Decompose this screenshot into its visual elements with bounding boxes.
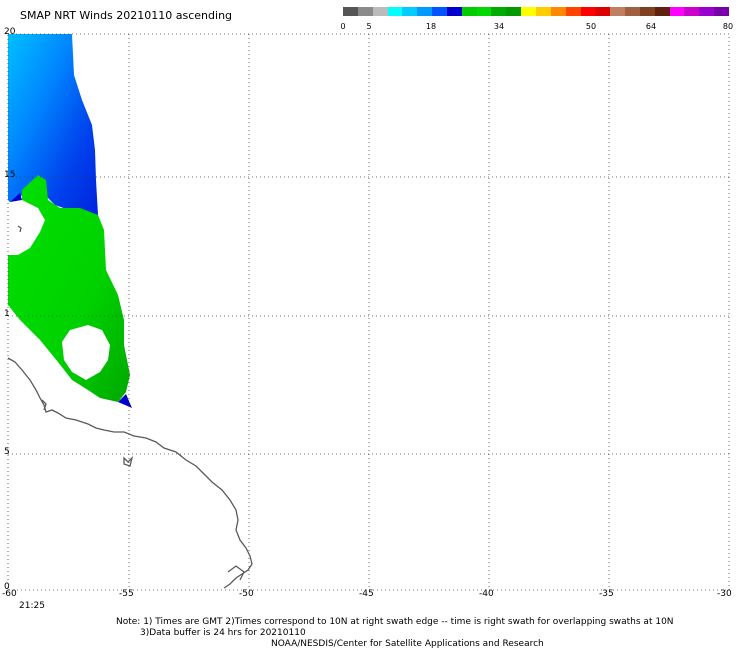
colorbar-segment bbox=[402, 7, 418, 16]
colorbar-segment bbox=[595, 7, 611, 16]
map-title: SMAP NRT Winds 20210110 ascending bbox=[20, 9, 233, 22]
x-tick-neg60: -60 bbox=[2, 589, 17, 599]
colorbar-segment bbox=[714, 7, 729, 16]
coastline bbox=[7, 225, 253, 589]
colorbar-label: 34 bbox=[493, 22, 505, 31]
colorbar-segment bbox=[357, 7, 373, 16]
x-tick-neg35: -35 bbox=[599, 589, 614, 599]
x-tick-neg30: -30 bbox=[717, 589, 732, 599]
colorbar-segment bbox=[699, 7, 715, 16]
colorbar-segment bbox=[521, 7, 536, 16]
y-tick-5: 5 bbox=[4, 447, 10, 457]
colorbar-segment bbox=[387, 7, 403, 16]
wind-swath-green bbox=[8, 175, 130, 402]
colorbar-segment bbox=[461, 7, 477, 16]
colorbar-label: 64 bbox=[645, 22, 657, 31]
colorbar-label: 0 bbox=[340, 22, 346, 31]
y-tick-20: 20 bbox=[4, 27, 16, 37]
colorbar-segment bbox=[610, 7, 626, 16]
no-data-area bbox=[62, 325, 110, 380]
x-tick-neg55: -55 bbox=[119, 589, 134, 599]
colorbar-segment bbox=[654, 7, 670, 16]
colorbar-segment bbox=[669, 7, 685, 16]
note-line-3: NOAA/NESDIS/Center for Satellite Applica… bbox=[271, 639, 544, 649]
colorbar-segment bbox=[639, 7, 655, 16]
colorbar-segment bbox=[343, 7, 358, 16]
wind-speed-colorbar bbox=[343, 7, 729, 16]
colorbar-segment bbox=[550, 7, 566, 16]
note-line-1: Note: 1) Times are GMT 2)Times correspon… bbox=[116, 617, 674, 627]
colorbar-label: 5 bbox=[366, 22, 372, 31]
colorbar-segment bbox=[446, 7, 462, 16]
x-tick-neg45: -45 bbox=[359, 589, 374, 599]
colorbar-label: 18 bbox=[425, 22, 437, 31]
pass-time-label: 21:25 bbox=[19, 601, 45, 611]
colorbar-segment bbox=[432, 7, 447, 16]
colorbar-label: 80 bbox=[722, 22, 734, 31]
x-tick-neg40: -40 bbox=[479, 589, 494, 599]
colorbar-segment bbox=[417, 7, 433, 16]
wind-swath-tip bbox=[118, 394, 132, 408]
colorbar-segment bbox=[372, 7, 388, 16]
y-tick-15: 15 bbox=[4, 170, 16, 180]
colorbar-label: 50 bbox=[585, 22, 597, 31]
colorbar-segment bbox=[476, 7, 492, 16]
colorbar-segment bbox=[506, 7, 522, 16]
colorbar-segment bbox=[684, 7, 700, 16]
wind-swath-blue bbox=[8, 34, 98, 215]
colorbar-segment bbox=[565, 7, 581, 16]
wind-swath-blue-tip bbox=[10, 193, 22, 202]
y-tick-10: 1 bbox=[4, 309, 10, 319]
colorbar-segment bbox=[625, 7, 640, 16]
colorbar-segment bbox=[491, 7, 507, 16]
colorbar-segment bbox=[535, 7, 551, 16]
y-tick-0: 0 bbox=[4, 582, 10, 592]
colorbar-segment bbox=[580, 7, 596, 16]
graticule bbox=[8, 34, 729, 590]
note-line-2: 3)Data buffer is 24 hrs for 20210110 bbox=[140, 628, 306, 638]
x-tick-neg50: -50 bbox=[239, 589, 254, 599]
plot-frame bbox=[7, 33, 730, 591]
